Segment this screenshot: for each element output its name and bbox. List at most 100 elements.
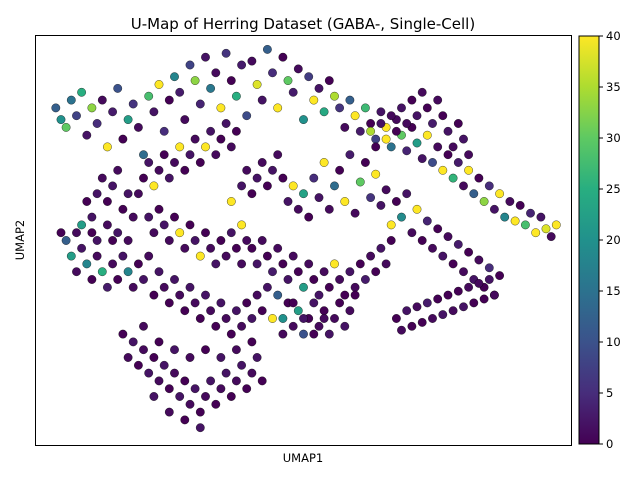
scatter-point-153 (459, 302, 468, 312)
scatter-point-71 (417, 154, 427, 163)
scatter-point-199 (330, 314, 339, 323)
scatter-point-328 (211, 399, 221, 409)
scatter-point-301 (97, 173, 107, 183)
scatter-point-373 (433, 95, 443, 105)
scatter-point-77 (448, 173, 458, 183)
scatter-point-280 (185, 150, 195, 160)
scatter-point-96 (546, 232, 556, 241)
scatter-point-78 (453, 158, 463, 167)
scatter-point-288 (226, 142, 236, 152)
scatter-point-108 (335, 165, 344, 175)
scatter-point-34 (226, 76, 236, 85)
scatter-point-344 (232, 345, 241, 355)
scatter-point-249 (237, 259, 246, 269)
scatter-point-348 (180, 415, 190, 425)
scatter-point-105 (319, 158, 329, 167)
scatter-point-76 (443, 150, 453, 160)
scatter-point-128 (438, 251, 448, 261)
colorbar-ticks: 0 5 10 15 20 25 30 35 40 (599, 29, 621, 451)
scatter-point-275 (159, 150, 169, 160)
scatter-point-335 (247, 368, 257, 378)
scatter-point-159 (490, 290, 499, 300)
scatter-point-285 (211, 150, 221, 160)
scatter-point-274 (154, 165, 164, 175)
scatter-point-213 (82, 259, 92, 269)
scatter-point-315 (144, 368, 154, 378)
scatter-point-341 (185, 353, 195, 362)
scatter-point-290 (237, 181, 246, 191)
chart-title: U-Map of Herring Dataset (GABA-, Single-… (131, 15, 475, 33)
scatter-point-307 (128, 212, 138, 222)
scatter-point-354 (87, 228, 97, 238)
scatter-point-155 (469, 298, 479, 308)
scatter-point-121 (402, 189, 412, 199)
scatter-point-296 (268, 165, 277, 175)
scatter-point-68 (402, 146, 412, 156)
scatter-point-53 (324, 76, 334, 85)
scatter-point-343 (216, 353, 226, 362)
scatter-point-174 (319, 267, 329, 277)
scatter-point-246 (252, 290, 262, 300)
scatter-point-137 (484, 263, 494, 273)
scatter-point-256 (175, 228, 185, 238)
scatter-point-33 (221, 48, 231, 58)
scatter-point-187 (386, 236, 396, 245)
scatter-point-9 (97, 95, 107, 105)
scatter-point-52 (319, 107, 329, 117)
scatter-point-56 (340, 123, 350, 132)
scatter-point-123 (412, 204, 422, 214)
scatter-point-228 (159, 282, 169, 292)
scatter-point-378 (459, 134, 468, 144)
colorbar-tick-label-4: 20 (606, 233, 621, 247)
scatter-point-227 (154, 267, 164, 277)
scatter-point-294 (257, 158, 267, 167)
scatter-point-220 (118, 251, 128, 261)
plot-area (35, 35, 572, 446)
scatter-point-180 (350, 282, 360, 292)
colorbar-tick-label-0: 0 (606, 437, 613, 451)
scatter-point-210 (66, 251, 76, 261)
scatter-point-295 (263, 181, 272, 191)
scatter-point-229 (164, 298, 174, 308)
scatter-point-139 (495, 271, 504, 280)
scatter-point-197 (319, 306, 329, 316)
plot-border (35, 35, 572, 446)
scatter-point-214 (87, 275, 97, 284)
scatter-point-323 (185, 399, 195, 409)
scatter-point-316 (149, 353, 159, 362)
scatter-point-16 (134, 123, 143, 132)
scatter-point-293 (252, 173, 262, 183)
scatter-point-215 (92, 251, 102, 261)
scatter-point-89 (510, 216, 520, 226)
scatter-point-147 (428, 314, 437, 323)
scatter-point-140 (392, 314, 401, 323)
scatter-point-40 (257, 95, 267, 105)
scatter-point-170 (299, 282, 308, 292)
scatter-point-281 (190, 134, 200, 144)
scatter-point-85 (490, 204, 499, 214)
scatter-point-23 (170, 72, 179, 82)
scatter-point-118 (386, 220, 396, 230)
colorbar: 0 5 10 15 20 25 30 35 40 (578, 29, 621, 451)
scatter-point-240 (221, 314, 231, 323)
scatter-point-268 (237, 220, 246, 230)
scatter-point-329 (216, 384, 226, 394)
scatter-point-232 (180, 306, 190, 316)
scatter-point-236 (201, 290, 210, 300)
scatter-point-349 (195, 423, 205, 433)
scatter-point-141 (397, 325, 406, 335)
scatter-point-172 (309, 275, 319, 284)
scatter-point-305 (118, 204, 128, 214)
scatter-point-84 (484, 181, 494, 191)
scatter-point-324 (190, 384, 200, 394)
scatter-point-50 (309, 95, 319, 105)
scatter-point-244 (242, 298, 252, 308)
scatter-point-127 (433, 224, 443, 234)
scatter-point-94 (536, 212, 546, 222)
scatter-point-43 (273, 103, 283, 113)
scatter-point-363 (381, 134, 391, 144)
scatter-point-87 (500, 212, 510, 222)
scatter-point-331 (226, 392, 236, 401)
scatter-point-44 (278, 52, 288, 62)
